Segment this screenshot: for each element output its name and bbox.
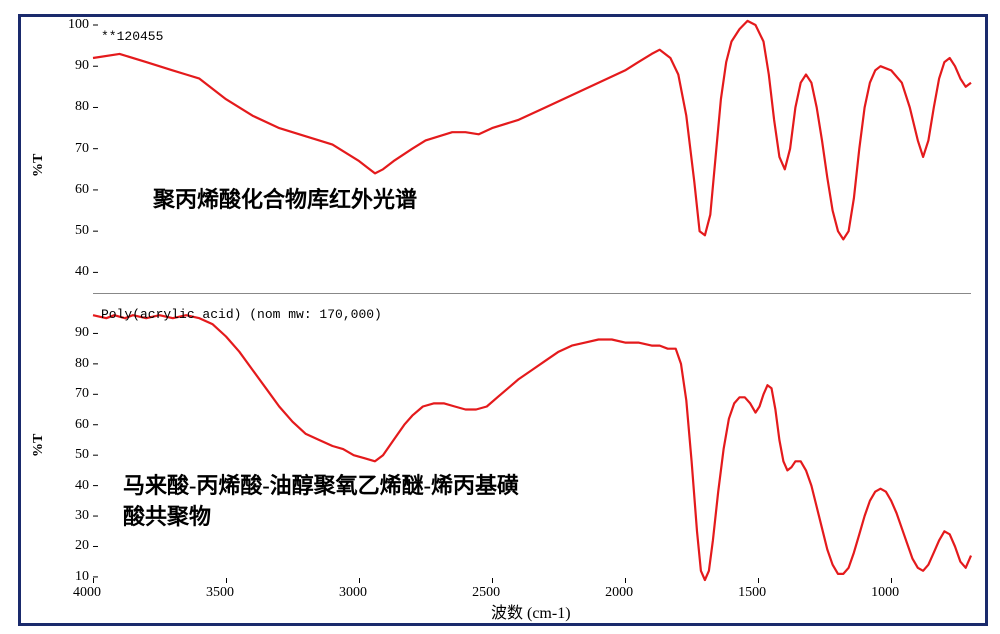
bottom-spectrum-line <box>93 315 971 580</box>
x-tick-label: 2000 <box>605 585 633 601</box>
bottom-y-axis-label: %T <box>31 434 47 457</box>
y-tick-label: 60 <box>61 182 89 198</box>
bottom-corner-text: Poly(acrylic acid) (nom mw: 170,000) <box>101 307 382 322</box>
y-tick-label: 100 <box>61 17 89 33</box>
y-tick-label: 50 <box>61 447 89 463</box>
y-tick-label: 40 <box>61 264 89 280</box>
y-tick-label: 80 <box>61 99 89 115</box>
top-spectrum-svg <box>93 25 971 293</box>
x-tick-label: 1500 <box>738 585 766 601</box>
y-tick-label: 40 <box>61 478 89 494</box>
y-tick-label: 70 <box>61 386 89 402</box>
y-tick-label: 50 <box>61 223 89 239</box>
y-tick-label: 80 <box>61 356 89 372</box>
x-tick-label: 3500 <box>206 585 234 601</box>
y-tick-label: 60 <box>61 417 89 433</box>
x-axis-title: 波数 (cm-1) <box>491 599 571 623</box>
figure-frame: **120455 聚丙烯酸化合物库红外光谱 Poly(acrylic acid)… <box>18 14 988 626</box>
y-tick-label: 20 <box>61 538 89 554</box>
x-tick-label: 4000 <box>73 585 101 601</box>
top-corner-text: **120455 <box>101 29 163 44</box>
y-tick-label: 10 <box>61 569 89 585</box>
bottom-chinese-title: 马来酸-丙烯酸-油醇聚氧乙烯醚-烯丙基磺酸共聚物 <box>123 471 683 533</box>
top-y-axis-label: %T <box>31 154 47 177</box>
top-panel: **120455 聚丙烯酸化合物库红外光谱 <box>93 25 971 294</box>
y-tick-label: 30 <box>61 508 89 524</box>
x-tick-label: 1000 <box>871 585 899 601</box>
bottom-spectrum-svg <box>93 303 971 583</box>
y-tick-label: 90 <box>61 58 89 74</box>
bottom-panel: Poly(acrylic acid) (nom mw: 170,000) 马来酸… <box>93 303 971 583</box>
y-tick-label: 90 <box>61 325 89 341</box>
x-tick-label: 3000 <box>339 585 367 601</box>
y-tick-label: 70 <box>61 141 89 157</box>
top-chinese-title: 聚丙烯酸化合物库红外光谱 <box>153 185 417 216</box>
